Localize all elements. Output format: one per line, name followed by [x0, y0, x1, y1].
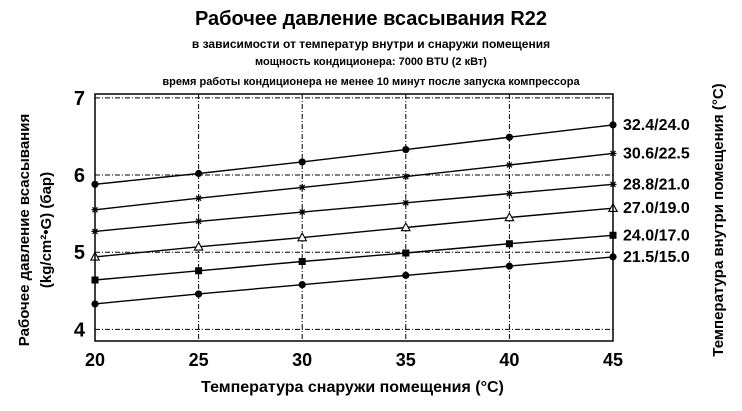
series-label-6: 21.5/15.0: [623, 249, 690, 266]
chart-title: Рабочее давление всасывания R22: [194, 8, 548, 30]
x-ticks: 20 25 30 35 40 45: [85, 350, 623, 370]
chart-subtitle-runtime: время работы кондиционера не менее 10 ми…: [162, 76, 580, 88]
data-point-s3-x25: [195, 217, 203, 225]
series-label-1: 32.4/24.0: [623, 117, 690, 134]
y-axis-label-line2: (kg/cm²•G) (бар): [38, 172, 55, 288]
series-lines: [94, 124, 614, 305]
data-point-s2-x30: [298, 183, 306, 191]
series-line-1: [94, 124, 614, 185]
series-line-2: [94, 152, 614, 211]
chart-subtitle-conditions: в зависимости от температур внутри и сна…: [191, 37, 551, 51]
grid: [95, 94, 613, 341]
data-point-s1-x35: [402, 145, 410, 154]
data-point-s5-x25: [195, 267, 203, 275]
series-label-2: 30.6/22.5: [623, 145, 690, 162]
y-tick-label-4: 4: [74, 319, 86, 341]
data-point-s3-x30: [298, 208, 306, 216]
y-tick-label-5: 5: [74, 242, 85, 264]
data-point-s6-x25: [195, 290, 203, 298]
series-labels: 32.4/24.0 30.6/22.5 28.8/21.0 27.0/19.0 24.0…: [623, 117, 690, 266]
data-point-s2-x35: [402, 173, 410, 181]
data-point-s1-x30: [298, 158, 306, 166]
data-point-s5-x30: [298, 257, 306, 265]
series-line-3: [94, 183, 614, 233]
data-point-s6-x30: [298, 281, 306, 289]
data-point-s4-x35: [400, 221, 411, 232]
data-point-s4-x25: [193, 241, 204, 251]
x-tick-label-45: 45: [603, 350, 623, 370]
data-point-s1-x40: [505, 133, 513, 141]
series-label-4: 27.0/19.0: [623, 200, 690, 217]
data-point-s2-x40: [505, 161, 513, 169]
chart-subtitle-capacity: мощность кондиционера: 7000 BTU (2 кВт): [255, 56, 487, 68]
y-axis-label-line1: Рабочее давление всасывания: [16, 114, 33, 346]
data-point-s2-x25: [195, 194, 203, 202]
y-tick-label-7: 7: [74, 88, 85, 110]
y-tick-label-6: 6: [74, 165, 85, 187]
series-line-5: [94, 234, 614, 281]
x-tick-label-35: 35: [396, 350, 416, 370]
right-axis-label: Температура внутри помещения (°С): [710, 83, 727, 356]
x-tick-label-25: 25: [189, 350, 209, 370]
series-line-4: [94, 207, 614, 258]
data-point-s4-x40: [504, 211, 515, 222]
data-point-s1-x25: [195, 169, 203, 178]
y-ticks: 4 5 6 7: [74, 88, 86, 342]
data-point-s5-x35: [402, 249, 410, 257]
data-point-s3-x35: [402, 199, 410, 207]
data-point-s4-x30: [297, 231, 308, 242]
x-tick-label-40: 40: [499, 350, 519, 370]
x-axis-label: Температура снаружи помещения (°С): [201, 379, 504, 396]
x-tick-label-20: 20: [85, 350, 105, 370]
series-label-3: 28.8/21.0: [623, 176, 690, 193]
x-tick-label-30: 30: [292, 350, 312, 370]
data-point-s5-x40: [505, 240, 513, 248]
data-point-s6-x35: [402, 271, 410, 279]
plot-frame: [94, 93, 614, 342]
series-label-5: 24.0/17.0: [623, 227, 690, 244]
data-point-s6-x40: [505, 262, 513, 270]
series-line-6: [94, 256, 614, 305]
data-point-s3-x40: [505, 190, 513, 198]
